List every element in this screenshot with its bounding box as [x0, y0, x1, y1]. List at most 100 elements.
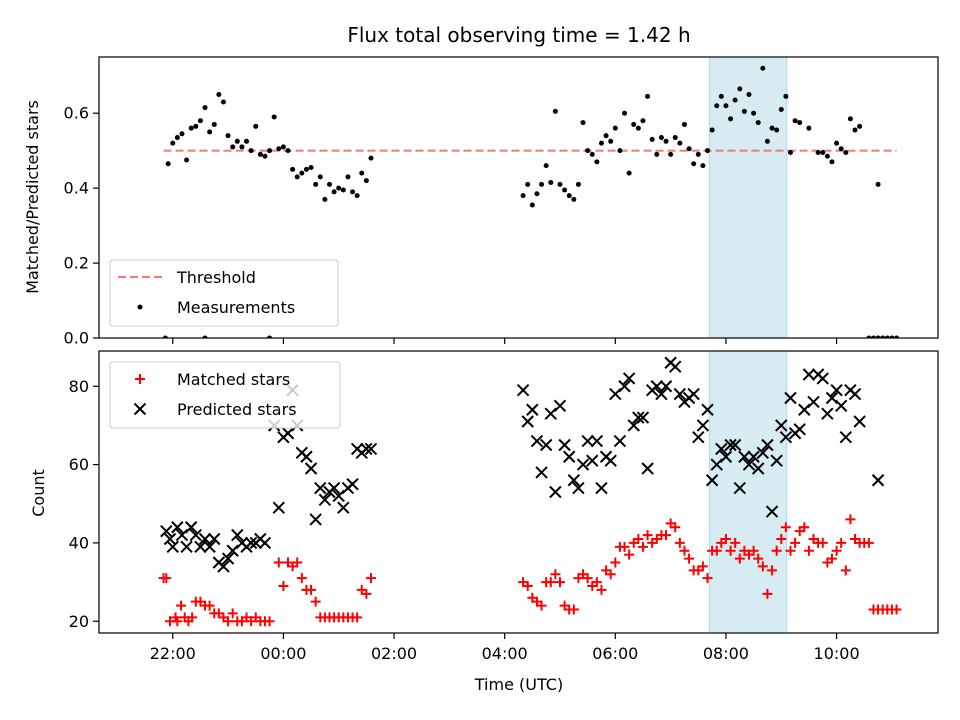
x-tick-label: 02:00	[371, 644, 417, 663]
data-point	[516, 383, 530, 397]
data-point	[605, 569, 616, 580]
data-point	[364, 442, 378, 456]
data-point	[636, 411, 650, 424]
data-point	[728, 116, 734, 122]
data-point	[806, 125, 812, 131]
data-point	[202, 105, 208, 111]
data-point	[552, 108, 558, 114]
data-point	[661, 530, 672, 541]
data-point	[336, 185, 342, 191]
data-point	[171, 521, 184, 534]
data-point	[193, 123, 199, 129]
data-point	[525, 181, 531, 187]
data-point	[774, 127, 780, 133]
data-point	[575, 181, 581, 187]
data-point	[184, 521, 198, 534]
data-point	[692, 430, 705, 444]
data-point	[705, 474, 719, 487]
x-tick-label: 06:00	[592, 644, 638, 663]
data-point	[632, 411, 645, 424]
data-point	[815, 150, 821, 156]
data-point	[337, 501, 350, 514]
data-point	[723, 103, 729, 109]
data-point	[767, 565, 778, 576]
data-point	[619, 541, 630, 552]
data-point	[162, 335, 168, 338]
data-point	[331, 189, 337, 195]
data-point	[216, 91, 222, 97]
data-point	[787, 150, 793, 156]
data-point	[635, 125, 641, 131]
data-point	[581, 434, 594, 448]
data-point	[257, 151, 263, 157]
data-point	[845, 514, 856, 525]
data-point	[752, 462, 765, 475]
data-point	[658, 135, 664, 141]
top-plot-area: 0.0 0.2 0.4 0.6 Threshold Measurements	[64, 56, 939, 348]
data-point	[701, 403, 714, 416]
data-point	[543, 163, 549, 169]
data-point	[326, 181, 332, 187]
data-point	[180, 540, 193, 554]
data-point	[797, 120, 803, 126]
data-point	[310, 596, 321, 607]
data-point	[672, 135, 678, 141]
data-point	[702, 573, 713, 584]
data-point	[715, 442, 728, 456]
data-point	[733, 481, 746, 495]
data-point	[734, 553, 745, 564]
data-point	[871, 474, 885, 487]
series-predicted-stars	[160, 356, 885, 573]
data-point	[650, 380, 664, 393]
y-tick-label: 60	[69, 455, 89, 474]
data-point	[304, 462, 318, 475]
data-point	[732, 97, 738, 103]
data-point	[761, 438, 774, 452]
data-point	[340, 187, 346, 193]
plot-frame	[98, 350, 939, 634]
data-point	[820, 150, 826, 156]
data-point	[603, 133, 609, 139]
data-point	[870, 335, 876, 338]
data-point	[695, 151, 701, 157]
data-point	[764, 138, 770, 144]
data-point	[294, 174, 300, 180]
data-point	[267, 148, 273, 154]
data-point	[821, 407, 834, 420]
data-point	[163, 532, 177, 546]
data-point	[244, 138, 250, 144]
data-point	[278, 581, 289, 591]
data-point	[840, 565, 851, 576]
data-point	[160, 524, 173, 538]
data-point	[831, 545, 842, 556]
data-point	[582, 573, 593, 584]
data-point	[558, 438, 571, 452]
data-point	[836, 537, 847, 548]
y-tick-label: 20	[69, 612, 89, 631]
data-point	[576, 458, 590, 471]
data-point	[816, 372, 829, 385]
legend-label: Predicted stars	[177, 400, 297, 419]
y-tick-label: 0.4	[64, 179, 89, 198]
data-point	[230, 144, 236, 150]
data-point	[785, 545, 796, 556]
data-point	[165, 161, 171, 167]
data-point	[549, 485, 562, 499]
data-point	[790, 537, 801, 548]
data-point	[598, 140, 604, 146]
data-point	[272, 501, 285, 514]
data-point	[571, 196, 577, 202]
data-point	[604, 454, 617, 467]
data-point	[770, 454, 783, 467]
data-point	[631, 121, 637, 127]
y-tick-label: 80	[69, 377, 89, 396]
data-point	[589, 151, 595, 157]
data-point	[318, 493, 332, 507]
x-tick-label: 22:00	[150, 644, 196, 663]
data-point	[775, 419, 788, 432]
bottom-y-axis-label: Count	[29, 469, 48, 517]
data-point	[780, 522, 791, 533]
data-point	[221, 552, 235, 565]
data-point	[802, 368, 816, 381]
